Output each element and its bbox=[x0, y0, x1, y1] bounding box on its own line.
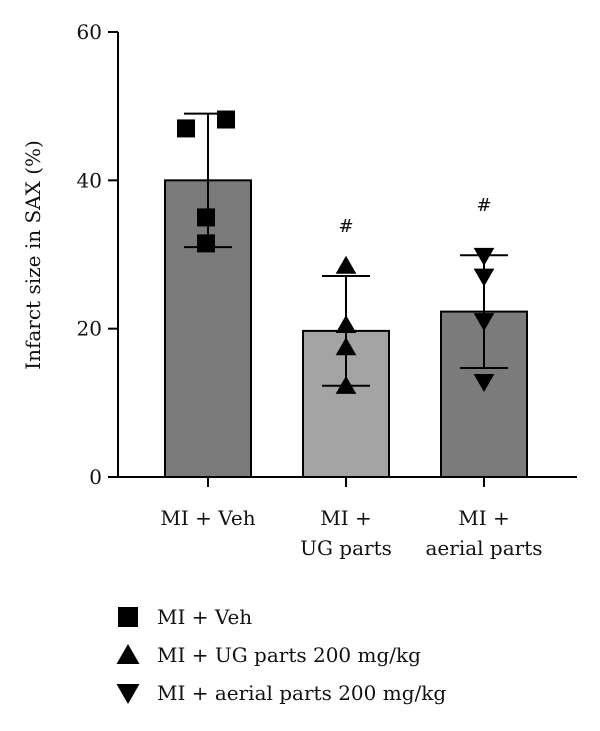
data-point-2-3 bbox=[335, 337, 357, 356]
significance-label-2: # bbox=[338, 216, 353, 237]
category-label-3-line-1: MI + bbox=[458, 506, 510, 530]
data-point-1-4 bbox=[197, 234, 215, 253]
data-point-2-4 bbox=[335, 375, 357, 394]
data-point-3-2 bbox=[473, 268, 495, 287]
legend-label-2: MI + UG parts 200 mg/kg bbox=[157, 643, 421, 667]
data-point-3-3 bbox=[473, 313, 495, 332]
data-point-3-4 bbox=[473, 373, 495, 392]
legend: MI + Veh MI + UG parts 200 mg/kg MI + aeri… bbox=[116, 605, 446, 705]
legend-marker-3 bbox=[116, 684, 140, 704]
data-point-2-1 bbox=[335, 255, 357, 274]
category-label-1-line-1: MI + Veh bbox=[160, 506, 255, 530]
y-tick-label-40: 40 bbox=[77, 168, 102, 192]
legend-label-1: MI + Veh bbox=[157, 605, 252, 629]
data-point-1-3 bbox=[197, 208, 215, 227]
category-label-3-line-2: aerial parts bbox=[426, 536, 543, 560]
y-axis-title: Infarct size in SAX (%) bbox=[21, 140, 45, 370]
y-tick-label-0: 0 bbox=[89, 465, 102, 489]
data-point-1-1 bbox=[177, 119, 195, 138]
category-label-2-line-2: UG parts bbox=[300, 536, 392, 560]
legend-label-3: MI + aerial parts 200 mg/kg bbox=[157, 681, 446, 705]
legend-marker-2 bbox=[116, 644, 140, 664]
data-point-2-2 bbox=[335, 315, 357, 334]
significance-label-3: # bbox=[476, 195, 491, 216]
y-tick-label-20: 20 bbox=[77, 317, 102, 341]
data-point-1-2 bbox=[217, 110, 235, 129]
category-label-2-line-1: MI + bbox=[320, 506, 372, 530]
plot-area: # #0 20 40 60 MI + Veh MI + UG parts MI + aerial … bbox=[77, 20, 577, 560]
legend-marker-1 bbox=[118, 607, 138, 627]
y-tick-label-60: 60 bbox=[77, 20, 102, 44]
data-point-3-1 bbox=[473, 247, 495, 266]
